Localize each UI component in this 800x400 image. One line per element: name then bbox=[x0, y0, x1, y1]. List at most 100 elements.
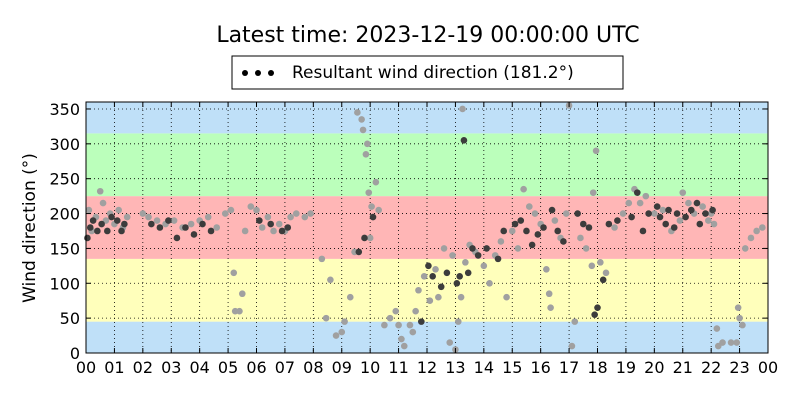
chart-title: Latest time: 2023-12-19 00:00:00 UTC bbox=[216, 23, 639, 48]
data-point-light bbox=[230, 269, 238, 277]
data-point-dark bbox=[113, 217, 121, 224]
data-point-light bbox=[741, 245, 749, 252]
data-point-light bbox=[486, 279, 493, 287]
data-point-light bbox=[602, 269, 610, 277]
data-points bbox=[84, 102, 766, 353]
data-point-dark bbox=[429, 273, 436, 280]
data-point-dark bbox=[696, 220, 704, 228]
data-point-light bbox=[420, 273, 428, 280]
data-point-dark bbox=[199, 220, 206, 228]
x-tick-label: 19 bbox=[616, 358, 636, 377]
data-point-light bbox=[733, 339, 741, 346]
data-point-light bbox=[238, 290, 246, 298]
data-point-light bbox=[400, 342, 408, 350]
data-point-dark bbox=[605, 220, 613, 228]
y-axis: 0 50 100 150 200 250 300 350 bbox=[49, 100, 768, 363]
data-point-light bbox=[170, 217, 178, 224]
data-point-dark bbox=[443, 269, 451, 277]
y-tick-label: 50 bbox=[60, 309, 80, 328]
y-tick-label: 0 bbox=[70, 344, 80, 363]
data-point-dark bbox=[594, 304, 601, 311]
data-point-dark bbox=[182, 224, 189, 231]
data-point-light bbox=[426, 297, 434, 305]
data-point-light bbox=[366, 234, 374, 242]
x-tick-label: 06 bbox=[246, 358, 266, 377]
data-point-light bbox=[449, 252, 456, 259]
data-point-light bbox=[611, 224, 618, 231]
data-point-dark bbox=[190, 231, 198, 238]
data-point-dark bbox=[173, 234, 181, 242]
data-point-light bbox=[145, 213, 152, 221]
data-point-dark bbox=[528, 241, 536, 249]
data-point-light bbox=[227, 206, 235, 214]
x-tick-label: 11 bbox=[388, 358, 408, 377]
data-point-dark bbox=[207, 227, 215, 235]
data-point-light bbox=[368, 203, 375, 210]
data-point-light bbox=[275, 220, 283, 228]
data-point-dark bbox=[453, 279, 461, 287]
data-point-dark bbox=[355, 248, 363, 256]
data-point-light bbox=[253, 206, 260, 214]
x-tick-label: 23 bbox=[729, 358, 749, 377]
data-point-light bbox=[236, 307, 243, 315]
data-point-dark bbox=[165, 217, 172, 224]
x-tick-label: 07 bbox=[275, 358, 295, 377]
data-point-light bbox=[446, 339, 454, 346]
x-tick-label: 14 bbox=[474, 358, 494, 377]
data-point-dark bbox=[653, 203, 661, 210]
data-point-light bbox=[301, 213, 309, 221]
data-point-light bbox=[346, 293, 354, 301]
data-point-light bbox=[651, 210, 658, 217]
data-point-light bbox=[412, 307, 419, 315]
data-point-light bbox=[409, 328, 417, 336]
data-point-light bbox=[547, 304, 554, 311]
data-point-light bbox=[287, 213, 294, 221]
data-point-dark bbox=[500, 227, 508, 235]
data-point-light bbox=[514, 245, 522, 252]
data-point-light bbox=[747, 234, 755, 242]
y-tick-label: 100 bbox=[49, 274, 80, 293]
data-point-light bbox=[432, 266, 439, 273]
data-point-light bbox=[395, 321, 402, 329]
data-point-dark bbox=[369, 213, 377, 221]
data-point-light bbox=[440, 245, 448, 252]
data-point-light bbox=[480, 262, 488, 270]
data-point-light bbox=[497, 238, 505, 245]
data-point-dark bbox=[682, 213, 689, 221]
x-tick-label: 10 bbox=[360, 358, 380, 377]
legend-label: Resultant wind direction (181.2°) bbox=[292, 63, 574, 83]
data-point-dark bbox=[517, 217, 525, 224]
data-point-light bbox=[354, 109, 361, 116]
data-point-dark bbox=[665, 206, 672, 214]
data-point-light bbox=[386, 314, 394, 322]
data-point-dark bbox=[284, 224, 292, 231]
data-point-light bbox=[642, 192, 650, 200]
data-point-dark bbox=[693, 199, 701, 207]
y-tick-label: 200 bbox=[49, 205, 80, 224]
x-tick-label: 04 bbox=[189, 358, 209, 377]
x-tick-label: 09 bbox=[332, 358, 352, 377]
data-point-light bbox=[435, 293, 442, 301]
data-point-dark bbox=[89, 217, 97, 224]
data-point-light bbox=[307, 210, 314, 217]
data-point-light bbox=[736, 314, 743, 322]
data-point-light bbox=[685, 199, 692, 207]
data-point-dark bbox=[86, 224, 94, 231]
data-point-dark bbox=[94, 227, 101, 235]
data-point-dark bbox=[614, 217, 621, 224]
data-point-light bbox=[332, 332, 340, 339]
data-point-dark bbox=[673, 210, 681, 217]
data-point-light bbox=[221, 210, 229, 217]
y-axis-label: Wind direction (°) bbox=[20, 153, 40, 303]
data-point-dark bbox=[523, 227, 530, 235]
data-point-dark bbox=[118, 227, 125, 235]
data-point-dark bbox=[278, 227, 286, 235]
data-point-light bbox=[625, 199, 633, 207]
data-point-light bbox=[454, 318, 462, 325]
x-tick-label: 13 bbox=[445, 358, 465, 377]
x-axis: 00 01 02 03 04 05 06 07 08 09 10 11 12 13 14 15 16 17 18 19… bbox=[76, 102, 778, 377]
data-point-dark bbox=[540, 224, 547, 231]
data-point-light bbox=[247, 203, 255, 210]
legend-marker bbox=[242, 70, 248, 76]
data-point-dark bbox=[534, 231, 542, 238]
